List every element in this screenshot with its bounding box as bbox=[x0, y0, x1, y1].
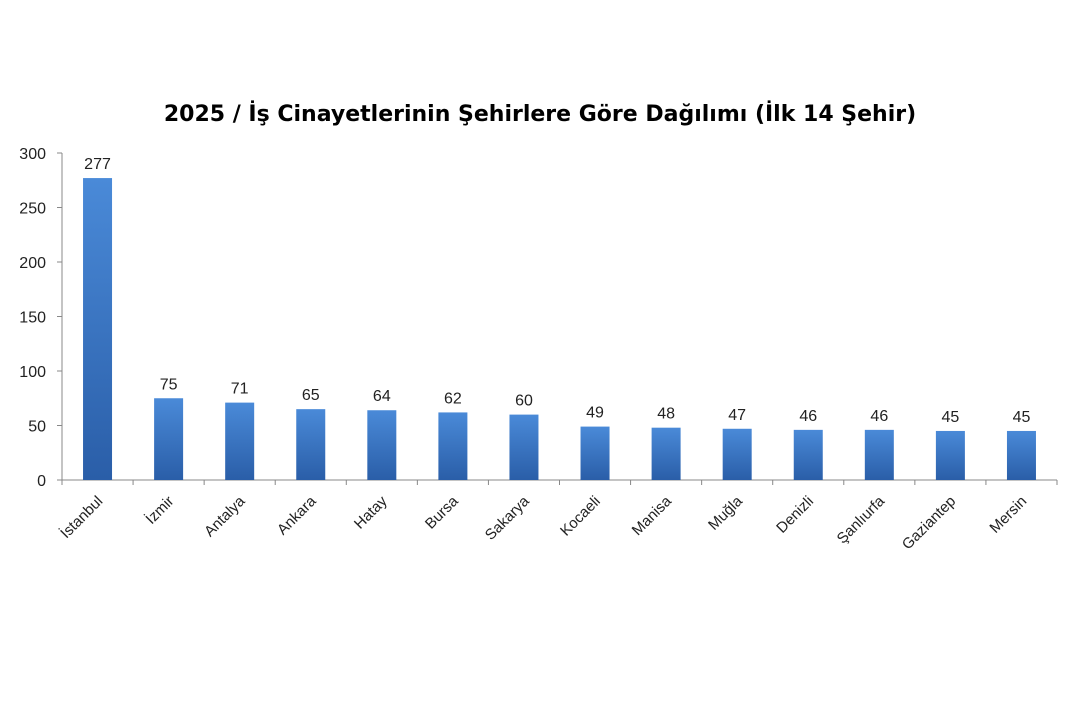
data-label: 45 bbox=[941, 409, 959, 426]
x-tick-label: Manisa bbox=[629, 492, 676, 539]
y-tick-label: 300 bbox=[19, 146, 46, 163]
bar bbox=[1006, 430, 1036, 480]
y-tick-label: 150 bbox=[19, 310, 46, 327]
data-labels: 277 75 71 65 64 62 60 49 48 47 46 46 45 45 bbox=[84, 156, 1030, 426]
x-tick-label: Muğla bbox=[705, 492, 746, 533]
x-tick-label: Ankara bbox=[274, 492, 320, 538]
x-tick-label: Denizli bbox=[773, 493, 817, 537]
x-tick-label: Kocaeli bbox=[557, 493, 604, 540]
data-label: 49 bbox=[586, 405, 604, 422]
y-tick-label: 250 bbox=[19, 201, 46, 218]
x-tick-label: Bursa bbox=[422, 492, 462, 532]
data-label: 65 bbox=[302, 387, 320, 404]
bar bbox=[651, 427, 681, 480]
data-label: 45 bbox=[1013, 409, 1031, 426]
x-tick-label: İzmir bbox=[142, 492, 178, 528]
x-tick-label: Sakarya bbox=[482, 492, 533, 543]
y-tick-label: 0 bbox=[37, 473, 46, 490]
data-label: 277 bbox=[84, 156, 111, 173]
bar bbox=[296, 409, 326, 480]
x-tick-label: Antalya bbox=[201, 492, 249, 540]
bar bbox=[935, 430, 965, 480]
bar bbox=[722, 428, 752, 480]
bars bbox=[83, 178, 1036, 480]
y-tick-label: 50 bbox=[28, 419, 46, 436]
bar bbox=[580, 426, 610, 480]
data-label: 47 bbox=[728, 407, 746, 424]
bar bbox=[367, 410, 397, 480]
data-label: 46 bbox=[799, 408, 817, 425]
y-tick-label: 200 bbox=[19, 255, 46, 272]
data-label: 62 bbox=[444, 390, 462, 407]
x-tick-label: Gaziantep bbox=[899, 493, 959, 553]
bar bbox=[864, 429, 894, 480]
data-label: 48 bbox=[657, 406, 675, 423]
bar bbox=[438, 412, 468, 480]
chart-title: 2025 / İş Cinayetlerinin Şehirlere Göre … bbox=[164, 101, 916, 127]
x-tick-label: Hatay bbox=[351, 492, 391, 532]
bar bbox=[509, 414, 539, 480]
data-label: 60 bbox=[515, 393, 533, 410]
data-label: 46 bbox=[870, 408, 888, 425]
x-tick-label: Mersin bbox=[986, 493, 1030, 537]
data-label: 64 bbox=[373, 388, 391, 405]
bar bbox=[154, 398, 184, 480]
category-labels: İstanbul İzmir Antalya Ankara Hatay Bursa Saka… bbox=[56, 492, 1030, 553]
y-tick-label: 100 bbox=[19, 364, 46, 381]
bar bbox=[225, 402, 255, 480]
data-label: 71 bbox=[231, 381, 249, 398]
bar bbox=[83, 178, 113, 480]
x-tick-label: İstanbul bbox=[56, 492, 106, 542]
bar bbox=[793, 429, 823, 480]
data-label: 75 bbox=[160, 376, 178, 393]
x-tick-label: Şanlıurfa bbox=[834, 492, 889, 547]
